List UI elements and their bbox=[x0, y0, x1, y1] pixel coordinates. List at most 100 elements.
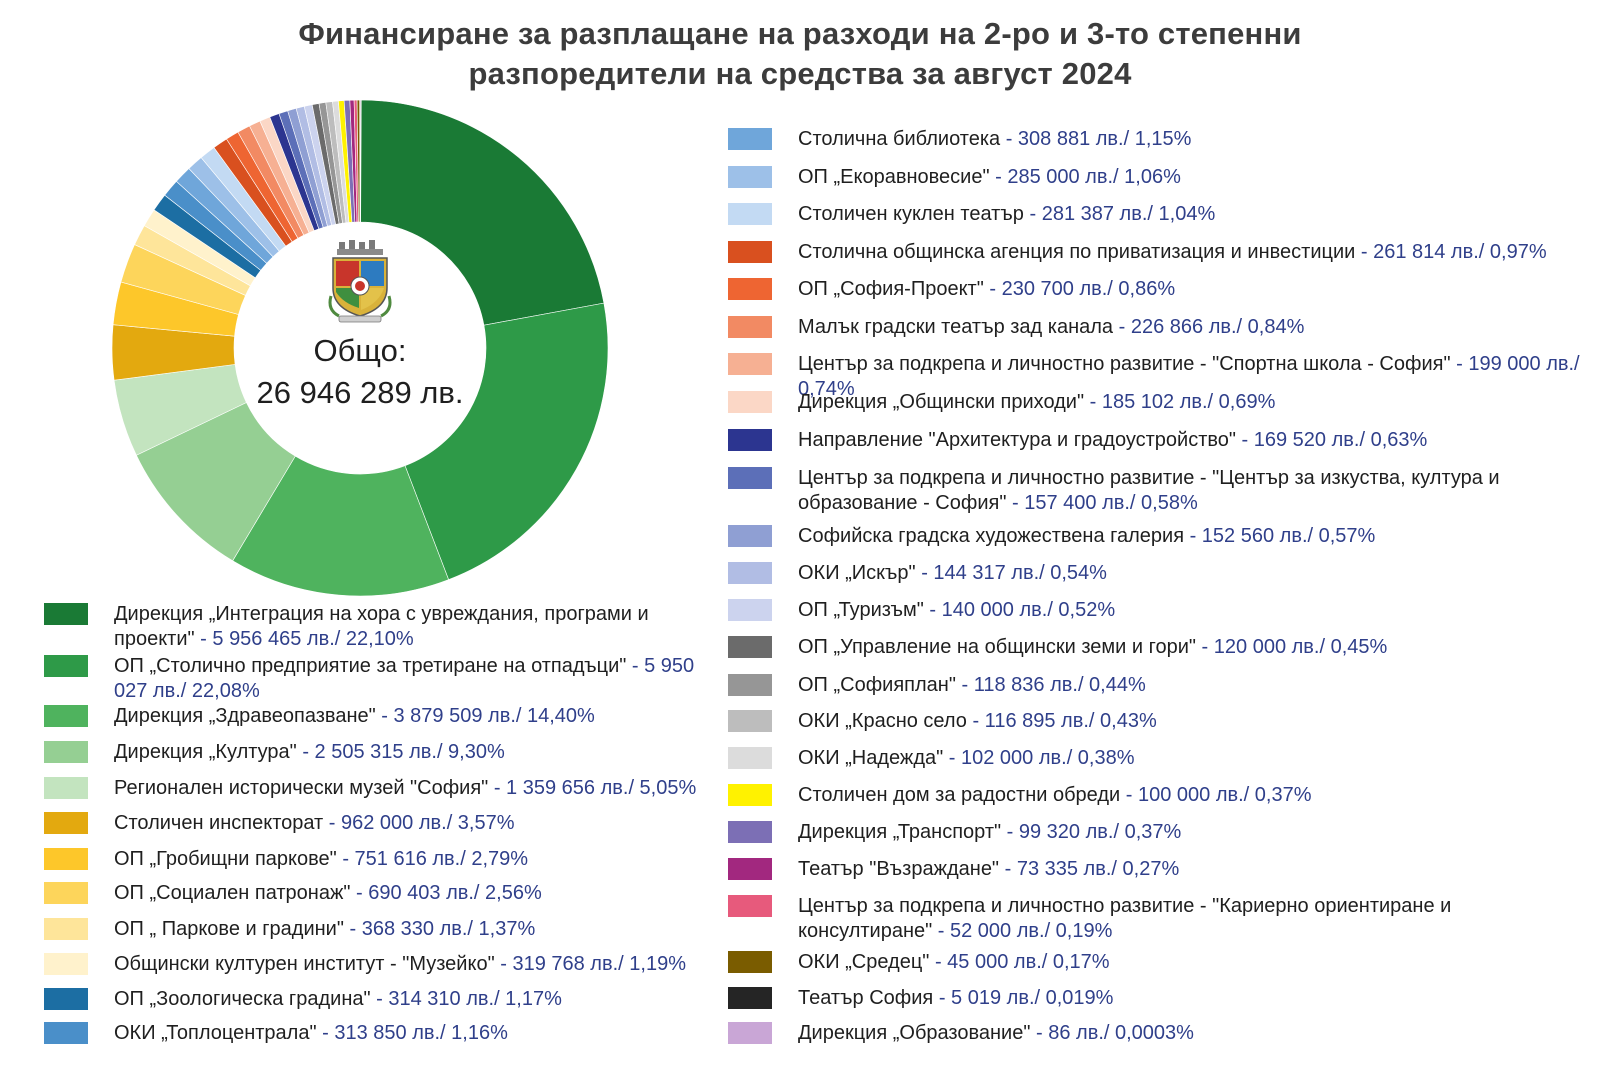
donut-slice-2 bbox=[404, 302, 609, 581]
legend-swatch bbox=[44, 882, 88, 904]
legend-value: - 5 019 лв./ 0,019% bbox=[933, 987, 1114, 1009]
legend-swatch bbox=[728, 821, 772, 843]
legend-label: ОП „Софияплан" bbox=[798, 674, 956, 696]
legend-label: Столична библиотека bbox=[798, 128, 1001, 150]
donut-slice-36 bbox=[359, 99, 362, 223]
legend-swatch bbox=[728, 747, 772, 769]
legend-text: Столичен дом за радостни обреди - 100 00… bbox=[798, 783, 1588, 808]
legend-swatch bbox=[728, 562, 772, 584]
legend-text: Дирекция „Интеграция на хора с увреждани… bbox=[114, 602, 724, 652]
legend-swatch bbox=[728, 241, 772, 263]
legend-text: Театър "Възраждане" - 73 335 лв./ 0,27% bbox=[798, 857, 1588, 882]
legend-label: Дирекция „Интеграция на хора с увреждани… bbox=[114, 603, 649, 650]
legend-value: - 281 387 лв./ 1,04% bbox=[1023, 203, 1216, 225]
legend-label: ОП „Екоравновесие" bbox=[798, 166, 990, 188]
legend-text: Столичен куклен театър - 281 387 лв./ 1,… bbox=[798, 202, 1588, 227]
legend-label: ОП „София-Проект" bbox=[798, 278, 984, 300]
legend-label: ОП „Управление на общински земи и гори" bbox=[798, 636, 1196, 658]
legend-value: - 314 310 лв./ 1,17% bbox=[370, 988, 562, 1010]
total-value: 26 946 289 лв. bbox=[256, 375, 464, 410]
legend-swatch bbox=[44, 603, 88, 625]
legend-value: - 2 505 315 лв./ 9,30% bbox=[296, 741, 505, 763]
legend-swatch bbox=[728, 895, 772, 917]
legend-label: Дирекция „Здравеопазване" bbox=[114, 705, 376, 727]
legend-label: Малък градски театър зад канала bbox=[798, 316, 1114, 338]
total-label: Общо: 26 946 289 лв. bbox=[235, 330, 485, 414]
legend-value: - 308 881 лв./ 1,15% bbox=[1000, 128, 1192, 150]
donut-slice-3 bbox=[232, 455, 449, 597]
legend-value: - 45 000 лв./ 0,17% bbox=[929, 951, 1110, 973]
legend-text: Театър София - 5 019 лв./ 0,019% bbox=[798, 986, 1588, 1011]
legend-label: ОКИ „Искър" bbox=[798, 562, 916, 584]
legend-label: Регионален исторически музей "София" bbox=[114, 777, 489, 799]
legend-value: - 1 359 656 лв./ 5,05% bbox=[488, 777, 697, 799]
legend-text: ОП „ Паркове и градини" - 368 330 лв./ 1… bbox=[114, 917, 724, 942]
legend-value: - 100 000 лв./ 0,37% bbox=[1120, 784, 1312, 806]
legend-label: ОП „Зоологическа градина" bbox=[114, 988, 371, 1010]
legend-swatch bbox=[728, 784, 772, 806]
legend-value: - 751 616 лв./ 2,79% bbox=[336, 848, 529, 870]
legend-text: ОКИ „Топлоцентрала" - 313 850 лв./ 1,16% bbox=[114, 1021, 724, 1046]
legend-text: Дирекция „Здравеопазване" - 3 879 509 лв… bbox=[114, 704, 724, 729]
legend-text: Столична библиотека - 308 881 лв./ 1,15% bbox=[798, 127, 1588, 152]
legend-value: - 313 850 лв./ 1,16% bbox=[316, 1022, 508, 1044]
legend-text: ОКИ „Надежда" - 102 000 лв./ 0,38% bbox=[798, 746, 1588, 771]
legend-text: ОП „Софияплан" - 118 836 лв./ 0,44% bbox=[798, 673, 1588, 698]
legend-value: - 368 330 лв./ 1,37% bbox=[343, 918, 536, 940]
legend-text: Малък градски театър зад канала - 226 86… bbox=[798, 315, 1588, 340]
legend-swatch bbox=[728, 858, 772, 880]
legend-text: Столичен инспекторат - 962 000 лв./ 3,57… bbox=[114, 811, 724, 836]
legend-text: Общински културен институт - "Музейко" -… bbox=[114, 952, 724, 977]
legend-swatch bbox=[728, 353, 772, 375]
legend-swatch bbox=[728, 467, 772, 489]
legend-swatch bbox=[44, 655, 88, 677]
legend-label: Столичен дом за радостни обреди bbox=[798, 784, 1121, 806]
donut-slice-1 bbox=[359, 99, 605, 326]
legend-value: - 99 320 лв./ 0,37% bbox=[1001, 821, 1182, 843]
legend-text: ОП „Зоологическа градина" - 314 310 лв./… bbox=[114, 987, 724, 1012]
legend-value: - 199 000 лв./ 0,74% bbox=[798, 353, 1580, 400]
legend-text: Дирекция „Транспорт" - 99 320 лв./ 0,37% bbox=[798, 820, 1588, 845]
legend-label: ОКИ „Средец" bbox=[798, 951, 930, 973]
donut-chart bbox=[111, 99, 609, 597]
legend-text: Столична общинска агенция по приватизаци… bbox=[798, 240, 1588, 265]
legend-text: Център за подкрепа и личностно развитие … bbox=[798, 352, 1588, 402]
legend-swatch bbox=[728, 599, 772, 621]
legend-value: - 116 895 лв./ 0,43% bbox=[966, 710, 1157, 732]
legend-swatch bbox=[44, 741, 88, 763]
legend-value: - 118 836 лв./ 0,44% bbox=[955, 674, 1146, 696]
legend-value: - 261 814 лв./ 0,97% bbox=[1355, 241, 1547, 263]
legend-label: Столичен куклен театър bbox=[798, 203, 1024, 225]
legend-label: ОП „Столично предприятие за третиране на… bbox=[114, 655, 627, 677]
legend-text: ОП „Социален патронаж" - 690 403 лв./ 2,… bbox=[114, 881, 724, 906]
legend-value: - 102 000 лв./ 0,38% bbox=[943, 747, 1135, 769]
legend-text: ОП „Гробищни паркове" - 751 616 лв./ 2,7… bbox=[114, 847, 724, 872]
legend-value: - 5 956 465 лв./ 22,10% bbox=[194, 628, 414, 650]
legend-swatch bbox=[44, 988, 88, 1010]
legend-label: Дирекция „Общински приходи" bbox=[798, 391, 1085, 413]
legend-label: Общински културен институт - "Музейко" bbox=[114, 953, 495, 975]
legend-swatch bbox=[44, 918, 88, 940]
sofia-coat-of-arms-icon bbox=[328, 240, 392, 323]
legend-text: ОКИ „Средец" - 45 000 лв./ 0,17% bbox=[798, 950, 1588, 975]
legend-text: ОП „Туризъм" - 140 000 лв./ 0,52% bbox=[798, 598, 1588, 623]
legend-swatch bbox=[728, 525, 772, 547]
legend-label: ОКИ „Красно село bbox=[798, 710, 967, 732]
legend-label: Столичен инспекторат bbox=[114, 812, 324, 834]
legend-value: - 319 768 лв./ 1,19% bbox=[494, 953, 686, 975]
legend-swatch bbox=[728, 203, 772, 225]
legend-value: - 52 000 лв./ 0,19% bbox=[932, 920, 1113, 942]
legend-swatch bbox=[44, 705, 88, 727]
legend-text: ОП „Екоравновесие" - 285 000 лв./ 1,06% bbox=[798, 165, 1588, 190]
legend-text: Дирекция „Култура" - 2 505 315 лв./ 9,30… bbox=[114, 740, 724, 765]
legend-swatch bbox=[44, 848, 88, 870]
legend-swatch bbox=[728, 674, 772, 696]
legend-label: Дирекция „Култура" bbox=[114, 741, 297, 763]
legend-value: - 285 000 лв./ 1,06% bbox=[989, 166, 1181, 188]
legend-value: - 230 700 лв./ 0,86% bbox=[983, 278, 1176, 300]
legend-text: Център за подкрепа и личностно развитие … bbox=[798, 466, 1588, 516]
chart-title: Финансиране за разплащане на разходи на … bbox=[0, 14, 1600, 94]
legend-label: ОП „Гробищни паркове" bbox=[114, 848, 337, 870]
legend-text: Регионален исторически музей "София" - 1… bbox=[114, 776, 724, 801]
legend-swatch bbox=[728, 429, 772, 451]
